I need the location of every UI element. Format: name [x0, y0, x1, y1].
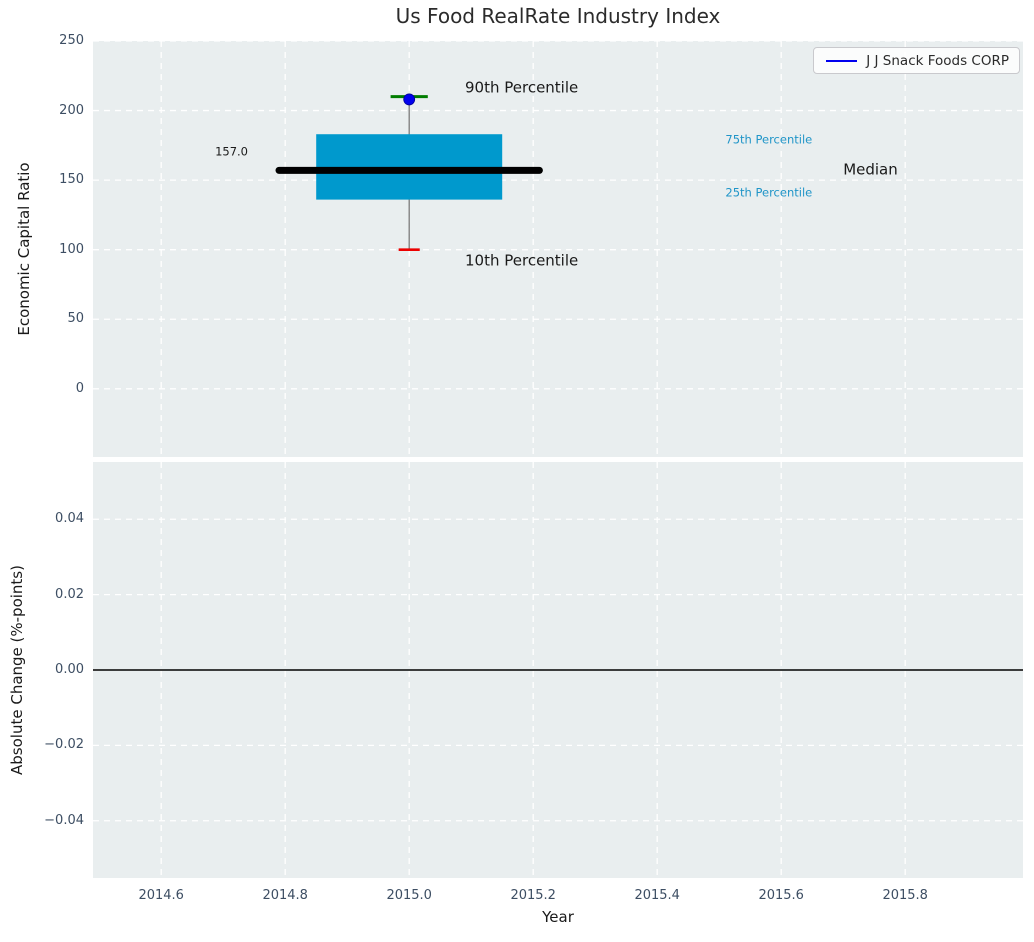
y-axis-label-bottom: Absolute Change (%-points) — [8, 565, 26, 775]
plot-area — [93, 462, 1023, 878]
top-axes: J J Snack Foods CORP — [93, 40, 1023, 457]
y-tick-label: 100 — [59, 241, 84, 257]
x-tick-label: 2015.0 — [386, 888, 432, 903]
plot-area — [93, 40, 1023, 457]
x-axis-label: Year — [542, 908, 574, 926]
y-tick-label: 50 — [67, 311, 84, 327]
y-tick-label: 250 — [59, 33, 84, 48]
annotation-75th-percentile: 75th Percentile — [725, 132, 813, 147]
bottom-axes — [93, 462, 1023, 878]
x-tick-label: 2015.2 — [510, 888, 556, 903]
y-tick-label: −0.04 — [44, 812, 84, 828]
chart-title: Us Food RealRate Industry Index — [395, 4, 721, 28]
annotation-10th-percentile: 10th Percentile — [465, 251, 579, 270]
annotation-90th-percentile: 90th Percentile — [465, 78, 579, 97]
y-tick-label: 0.00 — [55, 662, 84, 677]
x-tick-label: 2015.4 — [634, 888, 680, 903]
x-tick-label: 2014.6 — [138, 888, 184, 903]
y-tick-label: 0.04 — [55, 511, 84, 527]
y-tick-label: 150 — [59, 172, 84, 188]
x-tick-label: 2015.6 — [758, 888, 804, 903]
x-tick-label: 2014.8 — [262, 888, 308, 903]
annotation-median: Median — [843, 160, 898, 179]
y-tick-label: −0.02 — [44, 737, 84, 753]
y-tick-label: 0.02 — [55, 586, 84, 602]
legend-line-swatch — [826, 59, 858, 62]
y-tick-label: 0 — [75, 380, 84, 396]
x-tick-label: 2015.8 — [882, 888, 928, 903]
annotation-25th-percentile: 25th Percentile — [725, 184, 813, 199]
company-marker — [403, 93, 416, 106]
legend-label: J J Snack Foods CORP — [866, 52, 1009, 69]
y-tick-label: 200 — [59, 102, 84, 118]
median-value-label: 157.0 — [215, 144, 248, 159]
legend: J J Snack Foods CORP — [813, 47, 1020, 74]
